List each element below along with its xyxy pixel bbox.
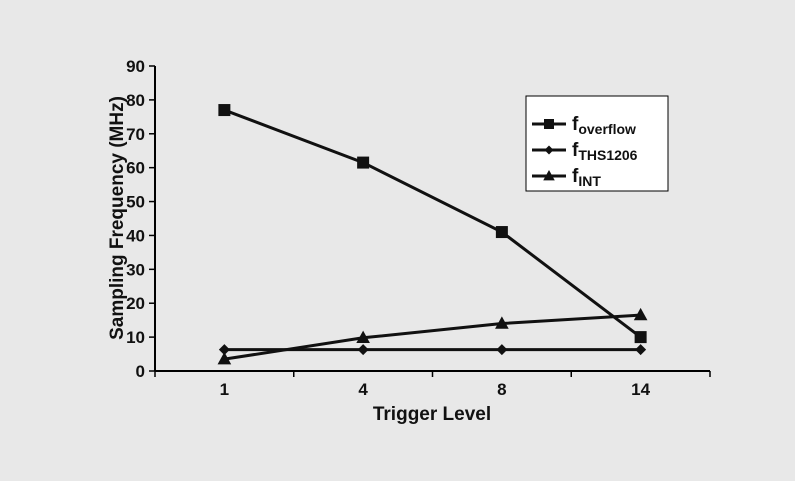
y-ticks: 0 10 20 30 40 50 60 70 80 90: [126, 57, 155, 381]
legend-marker: [544, 145, 554, 155]
y-tick-label: 70: [126, 125, 145, 144]
x-ticks: 1 4 8 14: [154, 371, 711, 399]
series-int: [217, 307, 648, 365]
data-point-int: [495, 316, 509, 329]
x-tick-label: 4: [358, 380, 368, 399]
data-point-overflow: [357, 156, 370, 169]
y-tick-label: 10: [126, 328, 145, 347]
y-tick-label: 60: [126, 159, 145, 178]
legend-label: fTHS1206: [572, 140, 638, 163]
y-tick-label: 50: [126, 193, 145, 212]
series-group: [217, 104, 648, 365]
data-point-overflow: [218, 104, 231, 117]
legend: foverflow fTHS1206 fINT: [525, 95, 669, 192]
y-axis-label: Sampling Frequency (MHz): [107, 96, 128, 340]
data-point-ths1206: [496, 344, 508, 356]
y-tick-label: 80: [126, 91, 145, 110]
data-point-overflow: [634, 331, 647, 344]
data-point-int: [633, 307, 648, 321]
legend-label: fINT: [572, 166, 601, 189]
data-point-ths1206: [218, 344, 230, 356]
y-tick-label: 30: [126, 260, 145, 279]
y-tick-label: 20: [126, 294, 145, 313]
series-line-overflow: [223, 108, 642, 339]
data-point-int: [356, 330, 370, 343]
x-tick-label: 14: [631, 380, 650, 399]
x-tick-label: 1: [220, 380, 229, 399]
y-tick-label: 90: [126, 57, 145, 76]
x-axis-label: Trigger Level: [373, 404, 491, 425]
data-point-int: [217, 351, 232, 365]
series-overflow: [218, 104, 647, 344]
legend-label: foverflow: [572, 114, 636, 137]
legend-marker: [544, 119, 554, 129]
data-point-ths1206: [635, 344, 647, 356]
x-tick-label: 8: [497, 380, 506, 399]
legend-marker: [543, 169, 555, 181]
y-tick-label: 0: [136, 362, 145, 381]
y-tick-label: 40: [126, 226, 145, 245]
data-point-overflow: [495, 226, 508, 239]
data-point-ths1206: [357, 344, 369, 356]
series-line-int: [224, 313, 641, 361]
